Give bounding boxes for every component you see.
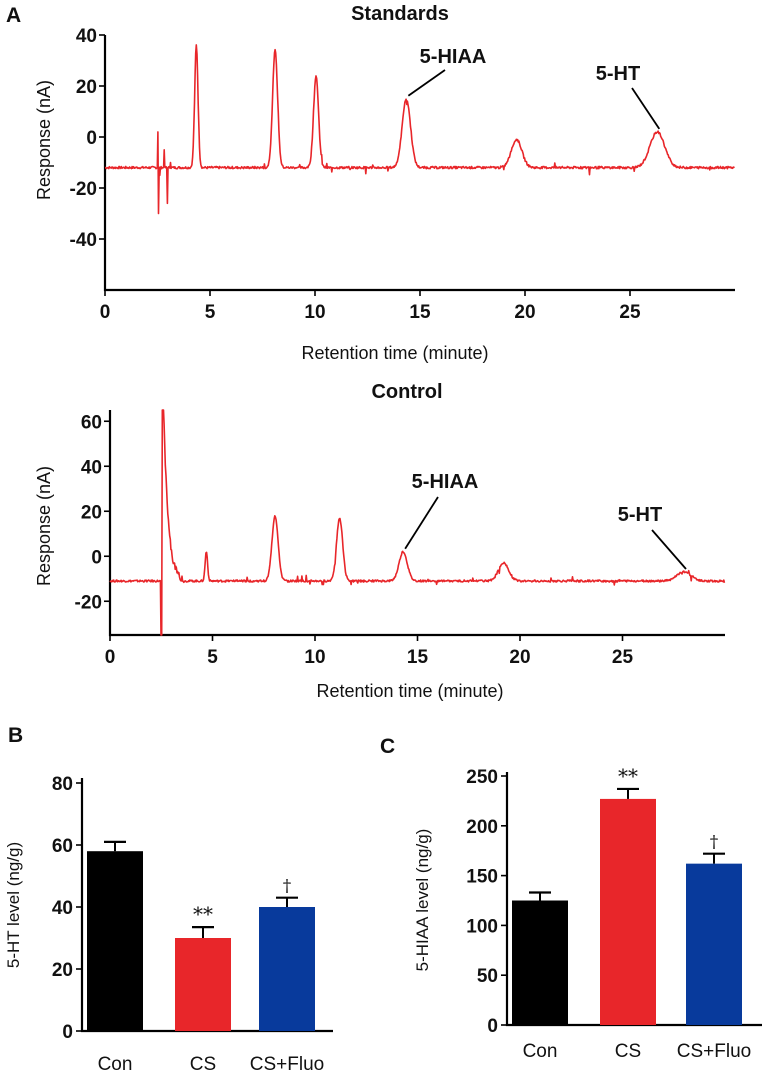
x-tick-label: 20 bbox=[509, 647, 530, 668]
y-tick-label: -20 bbox=[75, 592, 102, 613]
chromatogram-control: Control Response (nA) Retention time (mi… bbox=[34, 381, 726, 701]
x-tick-label: 5 bbox=[205, 302, 216, 323]
x-tick-label: 0 bbox=[105, 647, 116, 668]
category-label: CS bbox=[615, 1041, 641, 1062]
y-tick-label: 50 bbox=[477, 966, 498, 987]
chart-title: Standards bbox=[351, 3, 449, 25]
y-axis-label: Response (nA) bbox=[34, 466, 54, 586]
chart-title: Control bbox=[371, 381, 442, 403]
y-tick-label: 0 bbox=[91, 547, 102, 568]
y-tick-label: 40 bbox=[76, 26, 97, 47]
y-axis-label: 5-HIAA level (ng/g) bbox=[413, 829, 432, 972]
x-tick-label: 0 bbox=[100, 302, 111, 323]
bar bbox=[600, 798, 656, 1025]
chromatogram-standards: Standards Response (nA) Retention time (… bbox=[34, 3, 735, 363]
y-tick-label: 200 bbox=[466, 817, 498, 838]
y-tick-label: 20 bbox=[52, 960, 73, 981]
y-tick-label: 150 bbox=[466, 867, 498, 888]
y-tick-label: 250 bbox=[466, 767, 498, 788]
x-tick-label: 5 bbox=[207, 647, 218, 668]
y-tick-label: -20 bbox=[70, 179, 97, 200]
bar bbox=[175, 938, 231, 1031]
y-tick-label: -40 bbox=[70, 230, 97, 251]
panel-label-c: C bbox=[380, 735, 395, 758]
x-tick-label: 25 bbox=[612, 647, 634, 668]
bar-chart-5ht: 5-HT level (ng/g) 0 20 40 60 80 Con ** CS † CS+F… bbox=[4, 774, 333, 1075]
peak-annotation-label: 5-HIAA bbox=[420, 46, 487, 68]
y-tick-label: 60 bbox=[81, 412, 102, 433]
y-tick-label: 20 bbox=[76, 77, 97, 98]
panel-label-a: A bbox=[6, 4, 21, 27]
y-tick-label: 20 bbox=[81, 502, 102, 523]
y-tick-label: 0 bbox=[86, 128, 97, 149]
peak-annotation-label: 5-HT bbox=[618, 504, 662, 526]
y-tick-label: 0 bbox=[487, 1016, 498, 1037]
y-tick-label: 40 bbox=[81, 457, 102, 478]
category-label: CS bbox=[190, 1054, 216, 1075]
peak-annotation-label: 5-HIAA bbox=[412, 471, 479, 493]
x-tick-label: 20 bbox=[514, 302, 535, 323]
bar bbox=[259, 907, 315, 1031]
y-tick-label: 80 bbox=[52, 774, 73, 795]
y-tick-label: 100 bbox=[466, 916, 498, 937]
bar-chart-5hiaa: 5-HIAA level (ng/g) 0 50 100 150 200 250 Con *… bbox=[413, 764, 762, 1062]
chromatogram-trace bbox=[109, 409, 726, 636]
peak-annotation-label: 5-HT bbox=[596, 63, 640, 85]
peak-annotation-leader bbox=[651, 529, 687, 570]
bar bbox=[686, 863, 742, 1025]
x-axis-label: Retention time (minute) bbox=[301, 343, 488, 363]
significance-marker: † bbox=[283, 877, 292, 897]
y-tick-label: 40 bbox=[52, 898, 73, 919]
significance-marker: ** bbox=[193, 902, 213, 926]
y-axis-label: Response (nA) bbox=[34, 80, 54, 200]
peak-annotation-leader bbox=[631, 87, 661, 130]
x-tick-label: 10 bbox=[304, 647, 325, 668]
category-label: Con bbox=[98, 1054, 133, 1075]
y-axis-label: 5-HT level (ng/g) bbox=[4, 842, 23, 968]
y-tick-label: 60 bbox=[52, 836, 73, 857]
x-tick-label: 10 bbox=[304, 302, 325, 323]
peak-annotation-leader bbox=[404, 496, 439, 550]
axes bbox=[103, 35, 735, 292]
x-tick-label: 15 bbox=[407, 647, 429, 668]
bar bbox=[87, 851, 143, 1031]
category-label: CS+Fluo bbox=[250, 1054, 324, 1075]
significance-marker: † bbox=[710, 833, 719, 853]
significance-marker: ** bbox=[618, 764, 638, 788]
peak-annotation-leader bbox=[407, 69, 446, 97]
category-label: CS+Fluo bbox=[677, 1041, 751, 1062]
y-tick-label: 0 bbox=[62, 1022, 73, 1043]
bar bbox=[512, 900, 568, 1025]
panel-label-b: B bbox=[8, 724, 23, 747]
x-axis-label: Retention time (minute) bbox=[316, 681, 503, 701]
chromatogram-trace bbox=[104, 44, 735, 215]
x-tick-label: 25 bbox=[619, 302, 641, 323]
x-tick-label: 15 bbox=[409, 302, 431, 323]
category-label: Con bbox=[523, 1041, 558, 1062]
